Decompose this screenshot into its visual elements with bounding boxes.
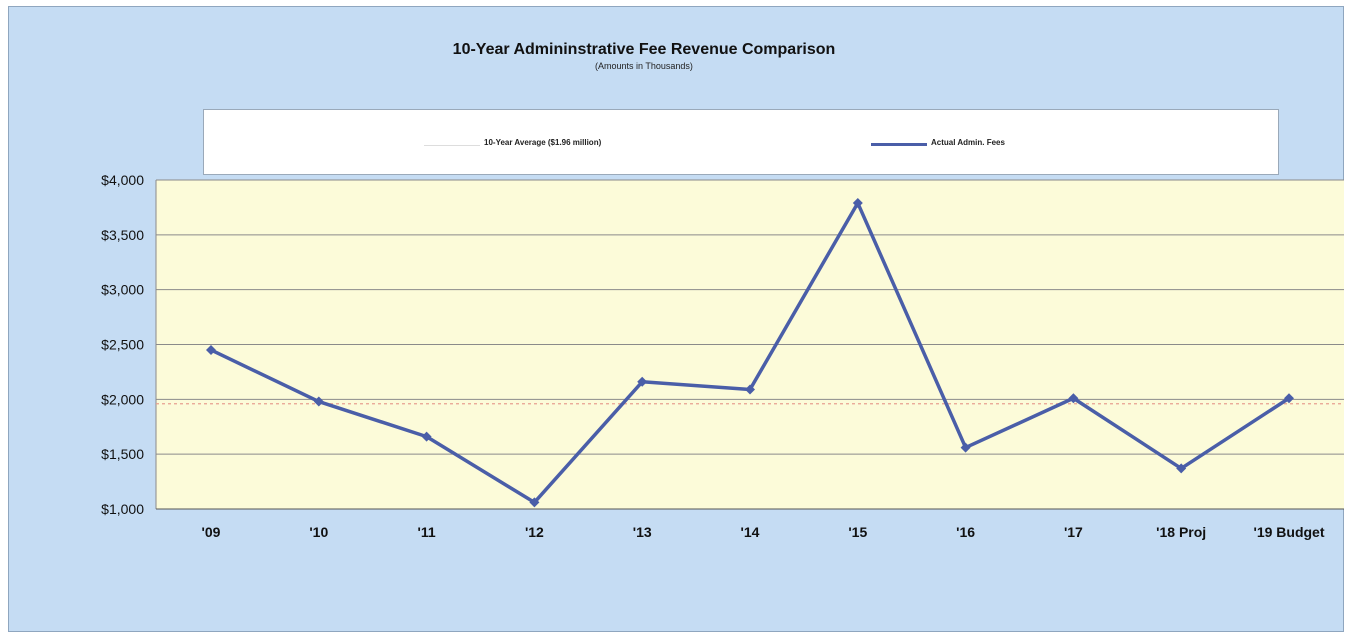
- data-point: [745, 384, 755, 395]
- x-tick-label: '12: [525, 524, 544, 540]
- chart-subtitle: (Amounts in Thousands): [595, 61, 693, 71]
- data-point: [637, 376, 648, 387]
- y-tick-label: $1,500: [101, 446, 144, 462]
- x-tick-label: '09: [202, 524, 221, 540]
- legend-actual-line: [871, 143, 927, 146]
- y-tick-label: $2,500: [101, 337, 144, 353]
- data-point: [313, 396, 324, 407]
- x-tick-label: '19 Budget: [1253, 524, 1324, 540]
- legend-actual-label: Actual Admin. Fees: [931, 138, 1005, 147]
- legend: 10-Year Average ($1.96 million) Actual A…: [203, 109, 1279, 175]
- chart-title: 10-Year Admininstrative Fee Revenue Comp…: [452, 41, 836, 58]
- y-tick-label: $4,000: [101, 172, 144, 188]
- legend-average-line: [424, 145, 480, 146]
- x-tick-label: '14: [741, 524, 760, 540]
- x-tick-label: '11: [418, 524, 436, 540]
- y-tick-label: $1,000: [101, 501, 144, 517]
- data-point: [852, 198, 863, 209]
- y-tick-label: $3,000: [101, 282, 144, 298]
- data-point: [960, 442, 971, 453]
- y-tick-label: $3,500: [101, 227, 144, 243]
- data-point: [1176, 463, 1187, 474]
- x-tick-label: '10: [309, 524, 328, 540]
- data-point: [206, 344, 216, 355]
- x-tick-label: '15: [848, 524, 867, 540]
- legend-average-label: 10-Year Average ($1.96 million): [484, 138, 602, 147]
- data-point: [529, 497, 540, 508]
- data-point: [421, 431, 432, 442]
- x-tick-label: '16: [956, 524, 975, 540]
- data-point: [1068, 393, 1079, 404]
- y-tick-label: $2,000: [101, 391, 144, 407]
- x-tick-label: '18 Proj: [1156, 524, 1206, 540]
- x-tick-label: '17: [1064, 524, 1083, 540]
- data-point: [1284, 393, 1294, 404]
- x-tick-label: '13: [633, 524, 652, 540]
